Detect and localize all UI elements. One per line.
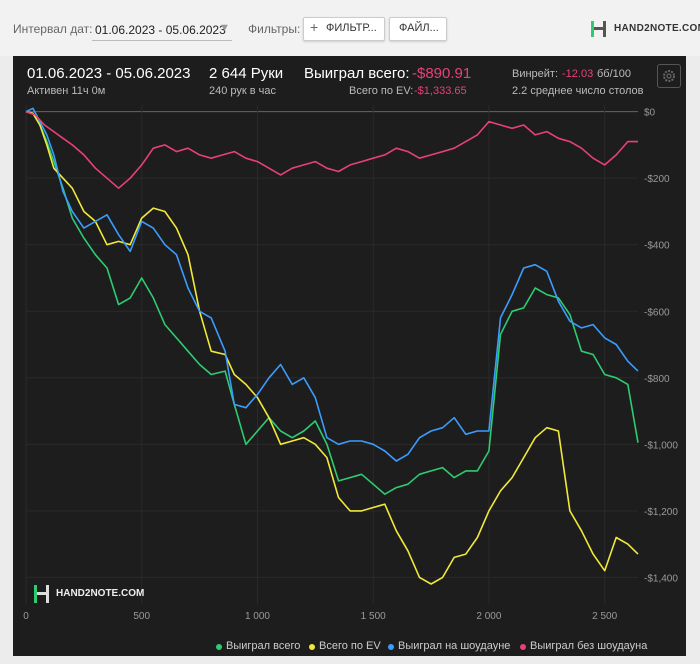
logo-text: HAND2NOTE.COM xyxy=(614,23,700,34)
y-tick-label: -$1,400 xyxy=(644,573,678,584)
legend-label: Выиграл на шоудауне xyxy=(398,640,511,652)
won-value: -$890.91 xyxy=(412,65,472,82)
x-tick-label: 2 000 xyxy=(476,611,501,622)
legend-label: Всего по EV xyxy=(319,640,381,652)
active-time: Активен 11ч 0м xyxy=(27,85,106,97)
chevron-down-icon: ▼ xyxy=(219,22,230,34)
y-tick-label: -$200 xyxy=(644,174,670,185)
series-line-3 xyxy=(25,110,638,189)
y-tick-label: -$1,000 xyxy=(644,440,678,451)
series-line-2 xyxy=(25,107,639,462)
y-tick-label: -$400 xyxy=(644,241,670,252)
winrate-value: -12.03 xyxy=(562,68,594,80)
ev-label: Всего по EV: xyxy=(349,85,414,97)
legend-label: Выиграл всего xyxy=(226,640,301,652)
plus-icon: + xyxy=(310,19,319,35)
hands-count: 2 644 Руки xyxy=(209,65,284,82)
filter-button-label: ФИЛЬТР... xyxy=(326,22,377,34)
legend-label: Выиграл без шоудауна xyxy=(530,640,648,652)
legend-dot xyxy=(520,644,526,650)
date-range-value: 01.06.2023 - 05.06.2023 xyxy=(95,23,226,37)
winrate-unit: бб/100 xyxy=(597,68,632,80)
x-tick-label: 1 500 xyxy=(361,611,386,622)
line-chart: $0 -$200 -$400 -$600 -$800 -$1,000 -$1,200 -$1,… xyxy=(23,105,678,622)
hands-per-hour: 240 рук в час xyxy=(209,85,277,97)
x-axis-ticks: 0 500 1 000 1 500 2 000 2 500 xyxy=(23,611,617,622)
y-axis-ticks: $0 -$200 -$400 -$600 -$800 -$1,000 -$1,200 -$1,… xyxy=(644,108,678,585)
brand-logo: HAND2NOTE.COM xyxy=(590,20,700,38)
logo-icon xyxy=(591,21,606,37)
file-button[interactable]: ФАЙЛ... xyxy=(389,17,447,41)
filter-button[interactable]: + ФИЛЬТР... xyxy=(303,17,385,41)
y-tick-label: $0 xyxy=(644,108,656,119)
interval-label: Интервал дат: xyxy=(13,22,93,36)
winrate-label: Винрейт: xyxy=(512,68,559,80)
y-tick-label: -$800 xyxy=(644,374,670,385)
chart-lines xyxy=(25,107,639,585)
gear-icon xyxy=(663,70,675,82)
legend-dot xyxy=(388,644,394,650)
avg-tables: 2.2 среднее число столов xyxy=(512,85,644,97)
filters-label: Фильтры: xyxy=(248,22,301,36)
watermark-text: HAND2NOTE.COM xyxy=(56,588,145,599)
y-tick-label: -$600 xyxy=(644,307,670,318)
chart-grid xyxy=(25,105,638,604)
x-tick-label: 2 500 xyxy=(592,611,617,622)
x-tick-label: 0 xyxy=(23,611,29,622)
x-tick-label: 500 xyxy=(133,611,150,622)
series-line-1 xyxy=(25,110,639,585)
date-range-picker[interactable]: 01.06.2023 - 05.06.2023 ▼ xyxy=(92,20,232,41)
ev-value: -$1,333.65 xyxy=(414,85,467,97)
toolbar: Интервал дат: 01.06.2023 - 05.06.2023 ▼ … xyxy=(0,0,700,56)
file-button-label: ФАЙЛ... xyxy=(399,22,439,34)
x-tick-label: 1 000 xyxy=(245,611,270,622)
settings-button[interactable] xyxy=(657,64,681,88)
legend-dot xyxy=(216,644,222,650)
won-label: Выиграл всего: xyxy=(304,65,410,82)
legend-dot xyxy=(309,644,315,650)
graph-panel: 01.06.2023 - 05.06.2023 Активен 11ч 0м 2… xyxy=(13,56,686,656)
stats-date-range: 01.06.2023 - 05.06.2023 xyxy=(27,65,191,82)
watermark-logo-icon xyxy=(34,585,49,603)
series-line-0 xyxy=(25,110,639,496)
chart-watermark: HAND2NOTE.COM xyxy=(33,584,153,606)
y-tick-label: -$1,200 xyxy=(644,507,678,518)
